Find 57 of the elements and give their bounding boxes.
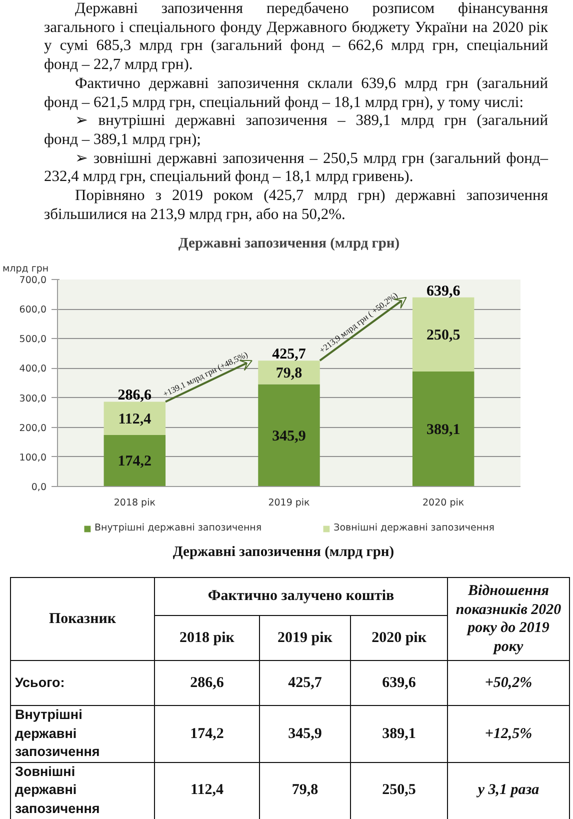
x-tick-label: 2019 рік: [268, 498, 310, 508]
text: Внутрішні державні запозичення: [10, 706, 154, 762]
text: 79,8: [260, 762, 350, 819]
text: 2020 рік: [350, 616, 448, 660]
bar: [104, 434, 166, 486]
data-label: 79,8: [276, 365, 302, 382]
data-label: 112,4: [118, 411, 152, 428]
text: 286,6: [154, 660, 260, 706]
legend-label: Зовнішні державні запозичення: [334, 522, 495, 534]
y-tick-label: 400,0: [19, 364, 47, 375]
text: +50,2%: [448, 660, 570, 706]
text: +12,5%: [448, 706, 570, 762]
bar: [258, 360, 320, 384]
text: Відношення показників 2020 року до 2019 року: [448, 578, 570, 660]
text: Державні запозичення (млрд грн): [172, 543, 396, 562]
y-tick-label: 600,0: [19, 304, 47, 316]
y-tick-label: 300,0: [19, 393, 47, 404]
text: 425,7: [260, 660, 350, 706]
text: Фактично залучено коштів: [154, 578, 448, 616]
data-label: 389,1: [426, 422, 460, 438]
y-tick-label: 500,0: [19, 334, 47, 346]
text: Порівняно з 2019 роком (425,7 млрд грн) державні запозичення збільшилися на 213,9 млрд грн, або на 50,2%.: [44, 187, 548, 224]
text: 639,6: [350, 660, 448, 706]
bar: [412, 371, 474, 486]
y-tick-label: 200,0: [19, 422, 47, 434]
text: 112,4: [154, 762, 260, 819]
legend-label: Внутрішні державні запозичення: [94, 522, 262, 534]
bar: [258, 384, 320, 486]
total-label: 425,7: [272, 346, 306, 363]
text: 2018 рік: [154, 616, 260, 660]
data-label: 250,5: [426, 327, 460, 344]
text: Показник: [10, 578, 154, 660]
text: 345,9: [260, 706, 350, 762]
text: у 3,1 раза: [448, 762, 570, 819]
x-tick-label: 2020 рік: [422, 498, 464, 508]
x-tick-label: 2018 рік: [114, 498, 156, 508]
bar: [412, 297, 474, 372]
text: ➢ зовнішні державні запозичення – 250,5 млрд грн (загальний фонд– 232,4 млрд грн, спеціальний фонд – 18,1 млрд гривень).: [44, 150, 548, 188]
text: Фактично державні запозичення склали 639,6 млрд грн (загальний фонд – 621,5 млрд грн, спеціальний фонд – 18,1 млрд грн), у тому числі:: [44, 74, 548, 112]
total-label: 286,6: [118, 388, 152, 404]
data-label: 345,9: [272, 428, 306, 444]
y-tick-label: 700,0: [19, 275, 47, 286]
chart-title: Державні запозичення (млрд грн): [178, 236, 400, 252]
text: 389,1: [350, 706, 448, 762]
text: ➢ внутрішні державні запозичення – 389,1 млрд грн (загальний фонд – 389,1 млрд грн);: [44, 112, 548, 150]
text: Зовнішні державні запозичення: [10, 762, 154, 819]
text: Усього:: [10, 660, 154, 706]
total-label: 639,6: [426, 283, 461, 300]
y-tick-label: 0,0: [31, 482, 46, 493]
data-label: 174,2: [118, 454, 152, 470]
text: 2019 рік: [260, 616, 350, 660]
y-tick-label: 100,0: [19, 452, 47, 464]
bar: [104, 402, 166, 435]
text: 174,2: [154, 706, 260, 762]
y-axis-title: млрд грн: [2, 264, 49, 274]
text: Державні запозичення передбачено розписом фінансування загального і спеціального фонду Державного бюджету України на 2020 рік у сумі 685,3 млрд грн (загальний фонд – 662,6 млрд грн, спеціальний фонд – 22,7 млрд грн).: [44, 0, 548, 75]
text: 250,5: [350, 762, 448, 819]
